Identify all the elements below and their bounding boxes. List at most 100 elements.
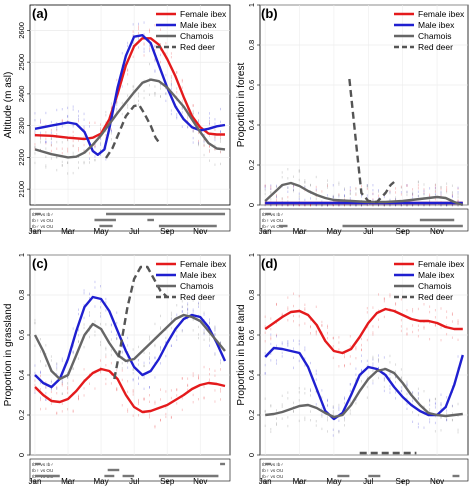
x-tick-label: Jul: [129, 477, 139, 486]
x-tick-label: Jul: [363, 477, 373, 486]
legend-label: Red deer: [418, 42, 453, 52]
comparison-label: Ib♀ vs Ib♂: [32, 462, 54, 467]
legend-label: Red deer: [180, 292, 215, 302]
legend-label: Female ibex: [418, 259, 465, 269]
plot-frame: [29, 4, 231, 206]
y-tick-label: 0.6: [17, 330, 26, 340]
y-tick-label: 0.4: [17, 370, 26, 380]
x-tick-label: May: [94, 477, 109, 486]
y-tick-label: 0.8: [247, 40, 256, 50]
panel-label-a: (a): [32, 6, 48, 21]
plot-frame: [259, 254, 469, 456]
y-axis-label-c: Proportion in grassland: [3, 304, 14, 407]
comparison-label: Ib♂ vs OU: [262, 474, 283, 479]
legend-label: Female ibex: [180, 9, 227, 19]
comparison-label: Ib♂ vs OU: [262, 224, 283, 229]
x-tick-label: Nov: [430, 477, 444, 486]
y-tick-label: 2300: [17, 117, 26, 134]
x-tick-label: Jan: [29, 477, 42, 486]
legend-label: Red deer: [180, 42, 215, 52]
legend-label: Male ibex: [418, 270, 455, 280]
comparison-label: Ib♀ vs Ib♂: [262, 212, 284, 217]
y-tick-label: 2100: [17, 181, 26, 198]
x-tick-label: Nov: [193, 477, 207, 486]
x-tick-label: Mar: [293, 227, 307, 236]
plot-frame: [259, 4, 469, 206]
x-tick-label: Jul: [129, 227, 139, 236]
x-tick-label: Mar: [61, 477, 75, 486]
x-tick-label: May: [326, 477, 341, 486]
series-line-chamois: [265, 367, 463, 419]
legend-label: Chamois: [180, 31, 214, 41]
comparison-label: Ib♀ vs OU: [262, 468, 283, 473]
x-tick-label: Mar: [61, 227, 75, 236]
legend-label: Male ibex: [180, 20, 217, 30]
plot-a: 2100 2200 2300 2400 2500 2600 Female ibexMale …: [17, 4, 231, 236]
y-tick-label: 0.8: [247, 290, 256, 300]
plot-frame: [29, 254, 231, 456]
series-line-chamois: [264, 181, 464, 207]
x-tick-label: Sep: [160, 477, 175, 486]
legend-label: Male ibex: [418, 20, 455, 30]
panel-label-d: (d): [261, 256, 278, 271]
series-line-female-ibex: [264, 307, 463, 355]
x-tick-label: May: [326, 227, 341, 236]
legend-label: Male ibex: [180, 270, 217, 280]
y-tick-label: 0.2: [17, 410, 26, 420]
legend-label: Red deer: [418, 292, 453, 302]
y-tick-label: 0: [247, 453, 256, 457]
series-line-male-ibex: [264, 346, 464, 421]
x-tick-label: Nov: [430, 227, 444, 236]
y-tick-label: 0.6: [247, 80, 256, 90]
comparison-label: Ib♀ vs Ib♂: [32, 212, 54, 217]
y-tick-label: 0.2: [247, 160, 256, 170]
x-tick-label: May: [94, 227, 109, 236]
x-tick-label: Jan: [259, 477, 272, 486]
series-line-red-deer: [348, 78, 395, 204]
panel-a: 2100 2200 2300 2400 2500 2600 Female ibexMale …: [3, 4, 231, 236]
y-tick-label: 1: [247, 253, 256, 257]
series-line-female-ibex: [34, 367, 226, 414]
series-line-chamois: [34, 78, 226, 159]
y-tick-label: 2400: [17, 86, 26, 103]
legend-label: Female ibex: [418, 9, 465, 19]
series-line-male-ibex: [34, 34, 226, 156]
x-tick-label: Jan: [259, 227, 272, 236]
y-tick-label: 0: [247, 203, 256, 207]
y-tick-label: 1: [247, 3, 256, 7]
legend-label: Chamois: [418, 31, 452, 41]
y-tick-label: 0.6: [247, 330, 256, 340]
x-tick-label: Mar: [293, 477, 307, 486]
y-axis-label-a: Altitude (m asl): [3, 72, 14, 139]
x-tick-label: Jan: [29, 227, 42, 236]
legend-label: Female ibex: [180, 259, 227, 269]
comparison-label: Ib♀ vs OU: [32, 218, 53, 223]
comparison-label: Ib♂ vs OU: [32, 224, 53, 229]
y-tick-label: 0.4: [247, 120, 256, 130]
y-tick-label: 0.8: [17, 290, 26, 300]
panel-label-c: (c): [32, 256, 48, 271]
x-tick-label: Sep: [160, 227, 175, 236]
series-line-red-deer: [104, 103, 162, 159]
y-tick-label: 2500: [17, 54, 26, 71]
y-tick-label: 2200: [17, 149, 26, 166]
significance-strip: [259, 458, 469, 482]
y-tick-label: 0: [17, 453, 26, 457]
x-tick-label: Nov: [193, 227, 207, 236]
y-axis-label-b: Proportion in forest: [236, 63, 247, 148]
y-tick-label: 1: [17, 253, 26, 257]
x-tick-label: Sep: [396, 477, 411, 486]
legend-label: Chamois: [180, 281, 214, 291]
legend-label: Chamois: [418, 281, 452, 291]
y-tick-label: 0.4: [247, 370, 256, 380]
x-tick-label: Sep: [396, 227, 411, 236]
y-axis-label-d: Proportion in bare land: [236, 304, 247, 405]
comparison-label: Ib♀ vs OU: [262, 218, 283, 223]
